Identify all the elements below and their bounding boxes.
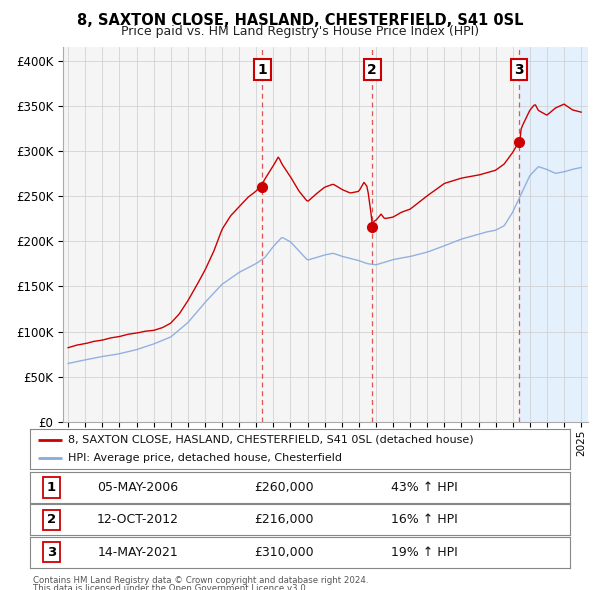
Text: 19% ↑ HPI: 19% ↑ HPI	[391, 546, 458, 559]
Text: £260,000: £260,000	[254, 481, 314, 494]
Text: 43% ↑ HPI: 43% ↑ HPI	[391, 481, 458, 494]
Text: 8, SAXTON CLOSE, HASLAND, CHESTERFIELD, S41 0SL (detached house): 8, SAXTON CLOSE, HASLAND, CHESTERFIELD, …	[68, 435, 473, 445]
Text: This data is licensed under the Open Government Licence v3.0.: This data is licensed under the Open Gov…	[33, 584, 308, 590]
Text: Contains HM Land Registry data © Crown copyright and database right 2024.: Contains HM Land Registry data © Crown c…	[33, 576, 368, 585]
Text: 12-OCT-2012: 12-OCT-2012	[97, 513, 179, 526]
Text: £216,000: £216,000	[254, 513, 314, 526]
Text: HPI: Average price, detached house, Chesterfield: HPI: Average price, detached house, Ches…	[68, 453, 342, 463]
Text: 16% ↑ HPI: 16% ↑ HPI	[391, 513, 458, 526]
Text: 1: 1	[47, 481, 56, 494]
Text: 2: 2	[367, 63, 377, 77]
Text: 3: 3	[47, 546, 56, 559]
Text: £310,000: £310,000	[254, 546, 314, 559]
Text: 3: 3	[514, 63, 524, 77]
Text: 1: 1	[257, 63, 267, 77]
Text: 2: 2	[47, 513, 56, 526]
Text: 8, SAXTON CLOSE, HASLAND, CHESTERFIELD, S41 0SL: 8, SAXTON CLOSE, HASLAND, CHESTERFIELD, …	[77, 13, 523, 28]
Bar	[519, 47, 590, 422]
Text: 14-MAY-2021: 14-MAY-2021	[98, 546, 178, 559]
Text: Price paid vs. HM Land Registry's House Price Index (HPI): Price paid vs. HM Land Registry's House …	[121, 25, 479, 38]
Text: 05-MAY-2006: 05-MAY-2006	[97, 481, 179, 494]
